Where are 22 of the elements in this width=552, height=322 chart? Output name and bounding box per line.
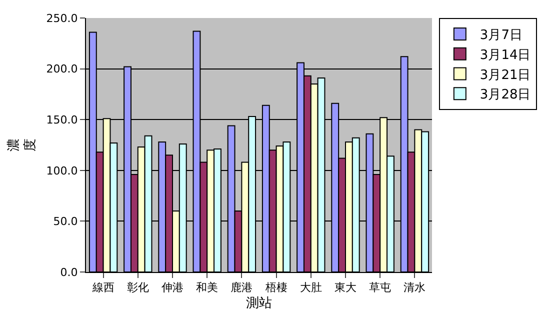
legend-label: 3月7日 [480, 28, 522, 44]
x-tick-label: 大肚 [300, 281, 322, 294]
x-tick-label: 清水 [404, 281, 426, 294]
x-tick-label: 和美 [196, 281, 218, 294]
y-tick-label: 100.0 [46, 164, 78, 178]
legend-label: 3月21日 [480, 68, 531, 83]
x-tick-label: 草屯 [369, 281, 392, 294]
legend-label: 3月28日 [480, 88, 531, 103]
y-tick-label: 0.0 [60, 266, 78, 279]
x-tick-label: 線西 [91, 281, 114, 294]
x-tick-label: 梧棲 [264, 281, 288, 294]
x-tick-label: 伸港 [162, 281, 184, 294]
y-tick-label: 150.0 [46, 113, 78, 126]
y-tick-label: 50.0 [53, 215, 78, 228]
x-tick-label: 東大 [334, 281, 356, 294]
legend-label: 3月14日 [480, 48, 531, 63]
x-tick-label: 鹿港 [230, 281, 253, 294]
x-tick-label: 彰化 [126, 281, 149, 294]
x-axis-title: 測站 [246, 296, 272, 311]
y-tick-label: 250.0 [46, 12, 78, 25]
y-tick-label: 200.0 [46, 62, 78, 76]
y-axis-title: 濃度 [6, 138, 38, 152]
